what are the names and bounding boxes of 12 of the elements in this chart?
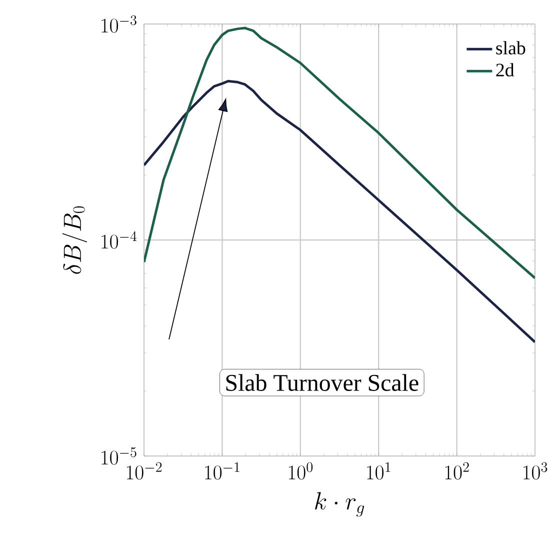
y-tick-label: $10^{-4}$ <box>102 231 137 249</box>
x-tick-label: $10^{1}$ <box>367 462 390 480</box>
legend-label: 2d <box>496 63 514 76</box>
x-tick-label: $10^{2}$ <box>445 462 469 480</box>
x-axis-title: $k \cdot r_g$ <box>315 492 364 517</box>
x-tick-label: $10^{-1}$ <box>205 462 240 480</box>
legend-label: slab <box>496 41 526 54</box>
x-tick-label: $10^{0}$ <box>288 462 313 480</box>
y-axis-title: $\delta B/B_0$ <box>62 206 88 274</box>
annotation: Slab Turnover Scale <box>226 374 418 391</box>
x-tick-label: $10^{3}$ <box>524 462 548 480</box>
y-tick-label: $10^{-3}$ <box>102 15 136 33</box>
